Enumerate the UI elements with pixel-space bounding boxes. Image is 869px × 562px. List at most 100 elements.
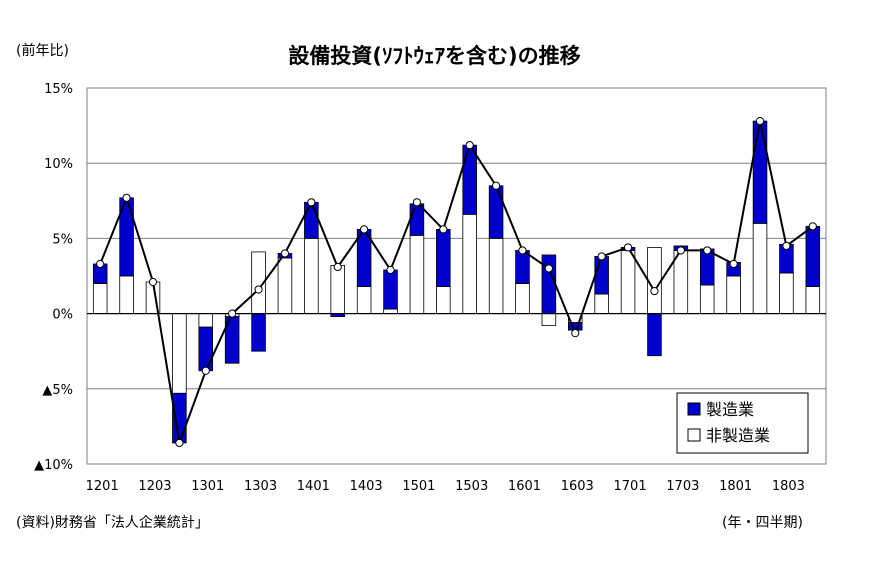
x-tick-label: 1201 [86, 479, 119, 494]
y-tick-label: 10% [44, 157, 73, 172]
bar-manufacturing [515, 250, 530, 284]
legend-label: 非製造業 [706, 426, 770, 445]
bar-non-manufacturing [436, 286, 451, 315]
legend-swatch [687, 428, 701, 442]
x-tick-label: 1303 [244, 479, 277, 494]
bar-manufacturing [383, 269, 398, 310]
y-tick-label: 15% [44, 82, 73, 97]
total-point [623, 243, 633, 252]
total-point [650, 286, 659, 296]
bar-manufacturing [805, 225, 821, 287]
bar-non-manufacturing [330, 265, 345, 314]
x-tick-label: 1301 [191, 479, 224, 494]
bar-manufacturing [462, 144, 477, 215]
total-point [755, 116, 765, 126]
bar-non-manufacturing [620, 250, 636, 315]
x-tick-label: 1601 [508, 479, 541, 494]
bar-non-manufacturing [277, 257, 293, 314]
bar-manufacturing [752, 120, 768, 224]
x-tick-label: 1701 [614, 479, 647, 494]
total-point [307, 198, 316, 207]
bar-non-manufacturing [726, 275, 741, 314]
total-point [201, 366, 210, 375]
x-tick-label: 1401 [297, 479, 330, 494]
total-point [491, 181, 501, 190]
total-point [254, 285, 263, 294]
grid-lines [87, 162, 826, 390]
total-point [96, 259, 105, 269]
x-tick-label: 1403 [350, 479, 383, 494]
bar-non-manufacturing [779, 272, 794, 315]
total-point [518, 246, 527, 255]
x-tick-label: 1203 [138, 479, 171, 494]
total-point [676, 246, 685, 255]
x-tick-label: 1703 [666, 479, 699, 494]
y-tick-label: 0% [52, 308, 73, 323]
bar-non-manufacturing [304, 237, 319, 314]
bar-manufacturing [198, 326, 214, 372]
period-label: (年・四半期) [722, 515, 803, 531]
total-point [808, 222, 817, 231]
y-tick-label: ▲5% [42, 383, 73, 398]
bar-manufacturing [594, 256, 609, 295]
total-point [544, 264, 553, 273]
total-point [175, 438, 184, 448]
total-point [439, 225, 448, 234]
bar-non-manufacturing [409, 234, 425, 314]
bar-manufacturing [647, 313, 662, 357]
x-tick-label: 1501 [402, 479, 435, 494]
y-tick-label: 5% [52, 232, 73, 247]
bars [92, 120, 821, 444]
total-point [782, 241, 791, 251]
legend-label: 製造業 [706, 400, 754, 419]
bar-non-manufacturing [647, 247, 662, 314]
total-series-line [99, 120, 814, 447]
bar-non-manufacturing [541, 313, 557, 327]
chart-title: 設備投資(ｿﾌﾄｳｪｱを含む)の推移 [288, 44, 581, 68]
total-point [571, 329, 580, 338]
bar-non-manufacturing [92, 283, 108, 314]
bar-manufacturing [436, 228, 451, 287]
total-point [465, 141, 474, 150]
bar-non-manufacturing [752, 222, 768, 314]
y-axis: 15% 10% 5% 0% ▲5% ▲10% [34, 82, 73, 473]
bar-non-manufacturing [594, 293, 609, 315]
bar-non-manufacturing [699, 284, 715, 314]
total-point [280, 249, 290, 258]
bar-non-manufacturing [805, 286, 821, 315]
bar-non-manufacturing [198, 313, 214, 328]
bar-manufacturing [304, 201, 319, 239]
bar-non-manufacturing [172, 313, 187, 394]
total-point [597, 252, 606, 261]
legend-swatch [687, 402, 701, 416]
x-tick-label: 1801 [719, 479, 752, 494]
total-point [386, 265, 395, 275]
x-axis: 1201 1203 1301 1303 1401 1403 1501 1503 1601 1603… [86, 479, 805, 494]
x-tick-label: 1503 [455, 479, 488, 494]
total-point [148, 277, 158, 287]
x-tick-label: 1603 [561, 479, 594, 494]
bar-manufacturing [488, 185, 504, 239]
x-tick-label: 1803 [772, 479, 805, 494]
total-point [360, 225, 369, 234]
bar-manufacturing [541, 254, 557, 314]
bar-non-manufacturing [356, 286, 372, 315]
total-point [122, 193, 131, 202]
bar-non-manufacturing [383, 308, 398, 315]
legend-box [676, 392, 809, 454]
total-point [412, 198, 422, 207]
bar-non-manufacturing [673, 250, 689, 315]
bar-non-manufacturing [462, 213, 477, 314]
total-point [228, 309, 237, 318]
total-point [729, 259, 738, 269]
total-points [96, 116, 817, 448]
y-unit-label: (前年比) [16, 43, 69, 59]
y-tick-label: ▲10% [34, 458, 73, 473]
total-line [99, 120, 814, 447]
total-point [333, 262, 342, 272]
bar-non-manufacturing [119, 275, 134, 314]
source-note: (資料)財務省「法人企業統計」 [16, 515, 209, 531]
total-point [703, 246, 712, 255]
